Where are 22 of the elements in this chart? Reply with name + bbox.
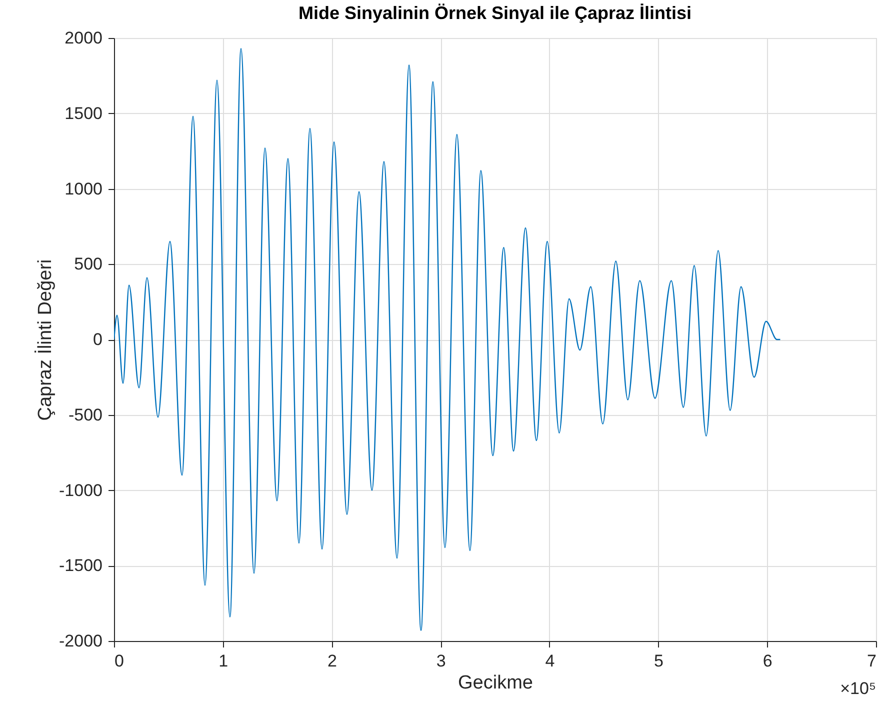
y-tick-label: 2000: [64, 28, 102, 48]
y-tick-label: -500: [68, 405, 102, 424]
y-tick-label: -1500: [59, 556, 102, 576]
x-tick-label: 3: [436, 652, 446, 670]
chart-title: Mide Sinyalinin Örnek Sinyal ile Çapraz İlintisi: [298, 3, 692, 23]
y-axis-title: Çapraz İlinti Değeri: [34, 259, 56, 421]
x-tick-label: 4: [545, 652, 555, 670]
y-tick-label: 1500: [64, 104, 102, 123]
y-tick-label: -2000: [59, 632, 102, 650]
y-tick-label: -1000: [59, 480, 102, 500]
line-series: [114, 48, 781, 632]
x-tick-label: 2: [327, 652, 337, 670]
x-tick-label: 0: [114, 652, 124, 670]
y-tick-label: 500: [74, 254, 102, 274]
x-tick-label: 6: [762, 652, 772, 670]
y-tick-label: 0: [93, 330, 102, 349]
text: ×10⁵: [840, 679, 876, 698]
x-axis-title: Gecikme: [458, 672, 533, 694]
x-tick-label: 7: [867, 652, 876, 670]
x-tick-label: 5: [654, 652, 664, 670]
y-tick-label: 1000: [64, 179, 102, 198]
x-tick-label: 1: [218, 652, 228, 670]
